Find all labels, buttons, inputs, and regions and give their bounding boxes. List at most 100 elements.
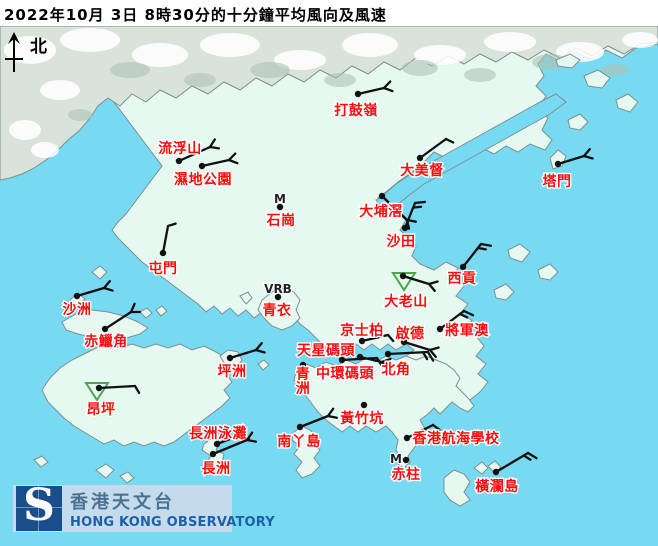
- wind-barb-feather: [380, 360, 390, 370]
- wind-barb-feather: [227, 152, 237, 162]
- wind-barb-feather: [411, 205, 423, 209]
- station-hk-sea-school: 香港航海學校: [403, 423, 501, 448]
- wind-barb-shaft: [356, 86, 386, 96]
- wind-barb-shaft: [380, 194, 409, 222]
- wind-barb-feather: [102, 280, 111, 290]
- station-name-label: 天星碼頭: [297, 343, 355, 359]
- wind-barb-feather: [375, 356, 383, 366]
- station-name-label: 橫瀾島: [475, 478, 519, 495]
- wind-barb-feather: [476, 246, 487, 251]
- station-name-label: 青: [296, 366, 311, 383]
- station-tap-mun: 塔門: [541, 147, 594, 191]
- station-name-label: 濕地公園: [174, 171, 232, 188]
- station-kings-park: 京士柏: [339, 321, 395, 345]
- wind-barb-feather: [129, 302, 136, 314]
- soko-island-3: [33, 455, 49, 468]
- station-name-label: 啟德: [396, 325, 425, 342]
- station-name-label: 打鼓嶺: [334, 102, 378, 119]
- station-dot: [403, 434, 411, 442]
- wind-barb-feather: [380, 357, 392, 364]
- station-dot: [213, 440, 221, 448]
- wind-barb-feather: [245, 438, 257, 443]
- station-name-label: 北角: [382, 361, 411, 378]
- title-bar: 2022年10月 3日 8時30分的十分鐘平均風向及風速: [0, 0, 658, 26]
- station-dot: [296, 423, 304, 431]
- station-sha-tin: 沙田: [385, 200, 427, 251]
- station-sai-kung: 西貢: [446, 242, 492, 288]
- station-marker-m: M: [274, 192, 286, 206]
- wind-barb-shaft: [360, 333, 390, 343]
- station-dot: [198, 162, 206, 170]
- wind-barb-feather: [427, 280, 439, 286]
- station-name-label: 沙洲: [63, 302, 92, 318]
- soko-island-2: [119, 471, 135, 484]
- station-dot: [399, 272, 407, 280]
- station-name-label: 黃竹坑: [339, 410, 384, 427]
- station-dot: [436, 325, 444, 333]
- station-waglan-island: 橫瀾島: [474, 451, 538, 496]
- station-dot: [159, 249, 167, 257]
- ne-island-1: [583, 69, 611, 89]
- station-stanley: M赤柱: [389, 451, 421, 484]
- wind-barb-feather: [245, 431, 254, 442]
- station-name-label: 大埔滘: [359, 203, 403, 220]
- station-dot: [226, 354, 234, 362]
- wind-barb-feather: [413, 200, 427, 205]
- north-indicator: 北: [4, 28, 64, 78]
- wind-barb-feather: [208, 145, 221, 150]
- station-dot: [492, 468, 500, 476]
- hko-logo-text: 香港天文台 HONG KONG OBSERVATORY: [70, 488, 275, 530]
- wind-barb-shaft: [494, 451, 530, 474]
- saikung-island-2: [537, 263, 559, 281]
- station-name-label: 京士柏: [340, 322, 384, 339]
- wind-barb-shaft: [405, 423, 435, 440]
- wind-barb-shaft: [200, 158, 231, 168]
- logo-s-glyph: S: [23, 486, 55, 531]
- wind-barb-feather: [421, 351, 429, 361]
- wind-barb-shaft: [97, 384, 137, 390]
- hko-name-chinese: 香港天文台: [70, 492, 175, 513]
- station-name-label: 流浮山: [158, 140, 202, 157]
- station-dot: [459, 263, 467, 271]
- station-name-label: 石崗: [266, 212, 296, 229]
- station-dot: [554, 160, 562, 168]
- wind-barb-feather: [428, 346, 440, 352]
- ne-island-4: [555, 53, 581, 69]
- logo-crosshair-h: [16, 507, 62, 508]
- brothers-island-1: [139, 307, 153, 319]
- station-dot: [274, 293, 282, 301]
- station-sha-chau: 沙洲: [61, 280, 114, 319]
- station-tuen-mun: 屯門: [147, 222, 178, 278]
- wind-barb-feather: [427, 282, 436, 293]
- wind-barb-feather: [386, 333, 395, 343]
- wind-barb-shaft: [103, 310, 133, 331]
- po-toi-islands: [443, 469, 471, 507]
- page-title: 2022年10月 3日 8時30分的十分鐘平均風向及風速: [4, 6, 387, 24]
- station-dot: [73, 292, 81, 300]
- small-island-se: [473, 461, 489, 475]
- soko-island-1: [95, 463, 115, 479]
- hko-name-english: HONG KONG OBSERVATORY: [70, 515, 275, 530]
- lamma-island-shape: [291, 425, 321, 479]
- station-name-label: 昂坪: [87, 402, 116, 418]
- kau-yi-chau-island: [257, 359, 270, 371]
- tolo-harbour: [375, 93, 567, 211]
- wind-barb-shaft: [161, 224, 170, 255]
- station-name-label: 南丫島: [277, 433, 321, 450]
- wind-barb-feather: [582, 154, 594, 160]
- station-dot: [209, 450, 217, 458]
- station-central-pier: 中環碼頭: [315, 356, 383, 383]
- lung-kwu-chau-island: [91, 265, 108, 280]
- hko-logo-icon: S: [16, 486, 62, 531]
- map-area: 打鼓嶺 流浮山 濕地公園 大美督 大埔滘 沙田 塔門 M 石崗 屯門 西貢 沙洲 VRB 青衣 大老山 赤鱲角…: [0, 26, 658, 546]
- wind-barb-shaft: [75, 286, 106, 298]
- ma-wan-island: [239, 291, 253, 305]
- wind-barb-shaft: [215, 432, 245, 446]
- station-dot: [384, 350, 392, 358]
- station-name-label: 塔門: [543, 173, 572, 190]
- station-ngong-ping: 昂坪: [84, 382, 141, 419]
- station-tseung-kwan-o: 將軍澳: [436, 309, 490, 340]
- wind-barb-feather: [133, 384, 141, 394]
- station-name-label: 坪洲: [218, 364, 247, 380]
